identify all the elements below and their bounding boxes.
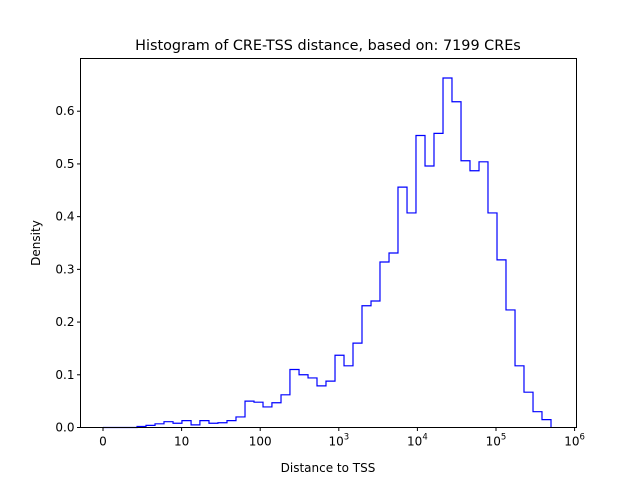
y-tick-label: 0.4 — [55, 210, 74, 224]
histogram-bin — [380, 262, 389, 428]
histogram-bin — [398, 187, 407, 427]
x-tick-base: 10 — [407, 435, 422, 449]
x-tick-exponent: 5 — [501, 433, 506, 443]
histogram-bin — [542, 420, 551, 428]
x-tick-label: 106 — [564, 433, 585, 449]
histogram-bin — [308, 378, 317, 428]
histogram-bin — [173, 423, 182, 427]
histogram-bin — [452, 102, 461, 428]
histogram-bin — [524, 392, 533, 427]
x-axis-label: Distance to TSS — [281, 461, 376, 475]
histogram-bin — [515, 366, 524, 428]
histogram-bin — [353, 343, 362, 427]
histogram-bin — [245, 401, 254, 427]
histogram-bin — [227, 421, 236, 428]
x-tick-exponent: 3 — [344, 433, 349, 443]
axes-frame — [80, 58, 577, 428]
histogram-bin — [155, 424, 164, 428]
x-tick-base: 10 — [564, 435, 579, 449]
x-tick-exponent: 4 — [422, 433, 427, 443]
histogram-bin — [488, 213, 497, 428]
histogram-bin — [434, 133, 443, 427]
histogram-bin — [335, 355, 344, 427]
x-tick-base: 100 — [249, 435, 272, 449]
histogram-bin — [461, 161, 470, 428]
x-tick-base: 10 — [328, 435, 343, 449]
histogram-bin — [290, 370, 299, 428]
histogram-bin — [200, 421, 209, 428]
histogram-bin — [218, 423, 227, 428]
x-tick-label: 104 — [407, 433, 428, 449]
histogram-bin — [443, 78, 452, 427]
histogram-bin — [236, 417, 245, 428]
histogram-bin — [497, 260, 506, 428]
y-tick-label: 0.6 — [55, 104, 74, 118]
histogram-bin — [425, 166, 434, 427]
x-tick-label: 105 — [486, 433, 507, 449]
y-tick-label: 0.2 — [55, 315, 74, 329]
y-tick-label: 0.1 — [55, 368, 74, 382]
histogram-bin — [479, 162, 488, 428]
histogram-outline — [103, 77, 552, 429]
histogram-bin — [533, 412, 542, 428]
histogram-steps — [103, 77, 552, 429]
y-tick-label: 0.5 — [55, 157, 74, 171]
y-tick-label: 0.0 — [55, 421, 74, 435]
histogram-bin — [263, 407, 272, 428]
x-tick-exponent: 6 — [580, 433, 585, 443]
x-tick-label: 10 — [174, 435, 189, 449]
histogram-bin — [326, 381, 335, 427]
histogram-bin — [470, 171, 479, 428]
histogram-bin — [182, 421, 191, 428]
histogram-bin — [506, 310, 515, 428]
histogram-bin — [317, 386, 326, 428]
y-axis: 0.0 0.1 0.2 0.3 0.4 0.5 0.6 — [55, 104, 81, 435]
x-tick-label: 100 — [249, 435, 272, 449]
histogram-bin — [281, 395, 290, 428]
histogram-bin — [254, 402, 263, 427]
x-tick-label: 103 — [328, 433, 349, 449]
histogram-bin — [371, 301, 380, 428]
x-tick-base: 10 — [174, 435, 189, 449]
x-tick-label: 0 — [99, 435, 107, 449]
y-axis-label: Density — [29, 220, 43, 266]
histogram-bin — [272, 403, 281, 428]
x-tick-base: 10 — [486, 435, 501, 449]
histogram-bin — [362, 306, 371, 428]
histogram-bin — [407, 213, 416, 428]
histogram-bin — [389, 253, 398, 427]
histogram-bin — [299, 375, 308, 428]
x-tick-base: 0 — [99, 435, 107, 449]
histogram-bin — [416, 135, 425, 427]
chart-title: Histogram of CRE-TSS distance, based on:… — [135, 38, 521, 54]
x-axis: 0 10 100 103 104 105 106 — [99, 427, 585, 449]
histogram-bin — [164, 422, 173, 428]
y-tick-label: 0.3 — [55, 262, 74, 276]
histogram-bin — [209, 423, 218, 427]
histogram-bin — [344, 366, 353, 428]
